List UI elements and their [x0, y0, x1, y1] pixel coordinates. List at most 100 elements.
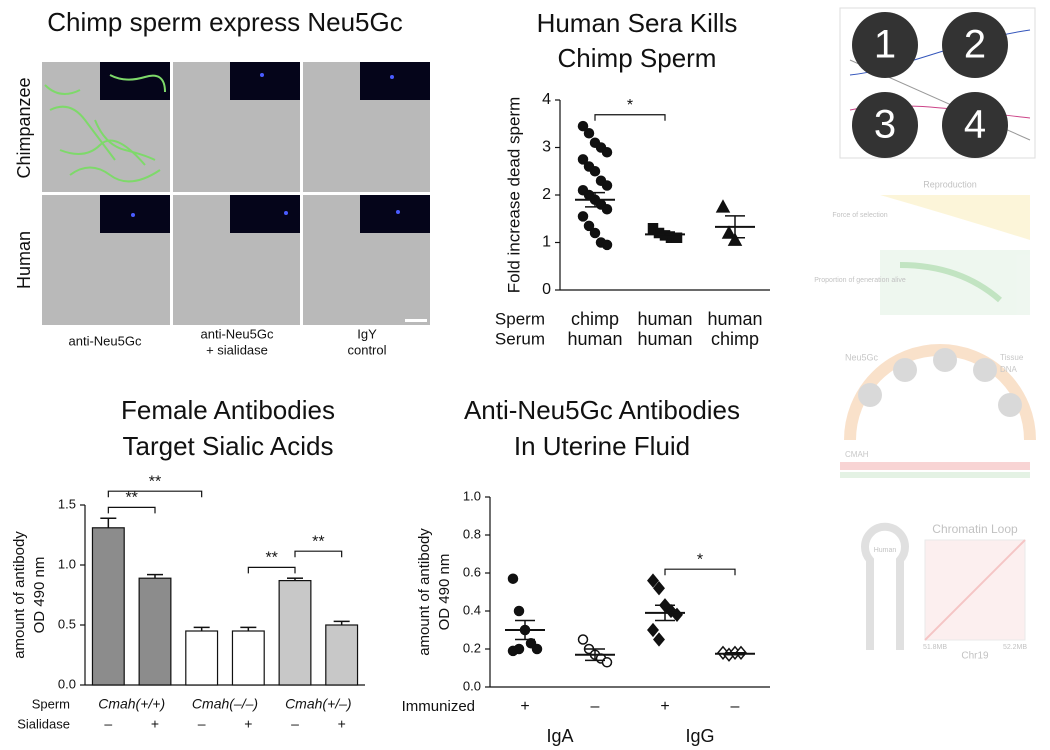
insets: [100, 62, 430, 233]
number-badge: [852, 92, 918, 158]
significance-bracket: [594, 114, 666, 121]
y-tick-label: 0.8: [463, 526, 481, 541]
x-group-label: Cmah(+/–): [285, 696, 352, 712]
column-label: + sialidase: [206, 342, 268, 357]
point: [601, 204, 613, 215]
point: [577, 154, 589, 165]
thumbnail-life-history: Reproduction Force of selection Proporti…: [814, 179, 1030, 315]
head: [260, 73, 264, 77]
thumb-dot: [858, 383, 882, 407]
column-label: control: [347, 342, 386, 357]
point: [513, 605, 525, 617]
significance-bracket: [107, 506, 156, 514]
point: [601, 239, 613, 251]
x-row-label: Sperm: [32, 696, 70, 711]
y-tick-label: 4: [542, 91, 551, 108]
x-row-label: Immunized: [402, 698, 475, 715]
point: [589, 166, 601, 177]
y-tick-label: 0.5: [58, 616, 76, 631]
chart-title: Anti-Neu5Gc Antibodies: [464, 395, 740, 425]
inset: [100, 195, 170, 233]
y-tick-label: 2: [542, 186, 551, 203]
thumb-text: DNA: [1000, 365, 1018, 374]
y-axis-label: Fold increase dead sperm: [504, 97, 523, 294]
x-group-label: Cmah(–/–): [192, 696, 258, 712]
point: [583, 128, 595, 139]
chart-title: Female Antibodies: [121, 395, 335, 425]
point: [601, 180, 613, 191]
green-sperm: [44, 74, 166, 183]
bar: [231, 630, 265, 686]
head: [284, 211, 288, 215]
number: 4: [964, 103, 986, 147]
thumbnail-chromatin: Chromatin Loop Human 51.8MB 52.2MB Chr19: [861, 522, 1027, 662]
x-tick-label: –: [198, 716, 206, 732]
x-tick-label: –: [104, 716, 112, 732]
point: [671, 232, 683, 243]
head: [396, 210, 400, 214]
point: [647, 622, 659, 638]
point: [653, 632, 665, 647]
scale-bar: [405, 319, 427, 322]
significance-bracket: [664, 568, 736, 576]
thumb-text: Reproduction: [923, 179, 977, 189]
y-axis-label: OD 490 nm: [31, 557, 48, 634]
x-group-label: IgA: [546, 726, 573, 746]
thumb-loop: [861, 522, 909, 650]
y-axis-label: amount of antibody: [416, 528, 433, 656]
sperm-inset: [109, 74, 166, 93]
thumb-band: [840, 462, 1030, 470]
thumb-text: Neu5Gc: [845, 352, 879, 362]
thumb-arrow: [899, 262, 1002, 303]
significance-label: **: [265, 550, 277, 567]
column-label: anti-Neu5Gc: [69, 333, 142, 348]
column-label: anti-Neu5Gc: [201, 326, 274, 341]
number: 3: [874, 103, 896, 147]
inset: [230, 195, 300, 233]
number: 1: [874, 23, 896, 67]
chart-title: Chimp Sperm: [558, 43, 717, 73]
point: [507, 573, 519, 584]
y-tick-label: 0.2: [463, 640, 481, 655]
x-tick-label: +: [244, 716, 252, 732]
significance-label: **: [125, 490, 137, 507]
x-tick-label: +: [660, 698, 669, 715]
y-tick-label: 3: [542, 139, 551, 156]
chart-title: Target Sialic Acids: [123, 431, 334, 461]
point: [727, 232, 743, 246]
y-tick-label: 1.0: [463, 488, 481, 503]
thumb-dot: [973, 358, 997, 382]
thumb-dot: [893, 358, 917, 382]
inset: [230, 62, 300, 100]
y-tick-label: 1.5: [58, 496, 76, 511]
point: [715, 199, 731, 213]
sperm: [94, 119, 156, 161]
bar: [325, 624, 359, 686]
thumb-text: Proportion of generation alive: [814, 277, 906, 284]
thumbnail-phylogeny: Neu5Gc Tissue DNA CMAH: [840, 344, 1036, 478]
head: [390, 75, 394, 79]
x-row-label: Serum: [495, 329, 545, 348]
sperm: [49, 105, 116, 161]
thumb-text: Tissue: [1000, 353, 1024, 362]
chart-title: Human Sera Kills: [537, 8, 738, 38]
thumb-dot: [933, 348, 957, 372]
thumb-text: Chromatin Loop: [932, 522, 1018, 536]
significance-label: *: [697, 551, 703, 568]
number: 2: [964, 23, 986, 67]
number-badge: [942, 92, 1008, 158]
x-tick-label: chimp: [711, 329, 759, 349]
y-tick-label: 0: [542, 281, 551, 298]
y-tick-label: 0.6: [463, 564, 481, 579]
bar: [138, 577, 172, 686]
micrograph-panel: Chimp sperm express Neu5Gc: [14, 7, 430, 357]
point: [577, 211, 589, 222]
row-label: Chimpanzee: [14, 77, 34, 178]
point: [589, 227, 601, 239]
thumb-dot: [998, 393, 1022, 417]
x-tick-label: chimp: [571, 309, 619, 329]
point: [513, 643, 525, 655]
thumb-text: Chr19: [961, 651, 989, 662]
thumb-text: Force of selection: [832, 212, 887, 219]
